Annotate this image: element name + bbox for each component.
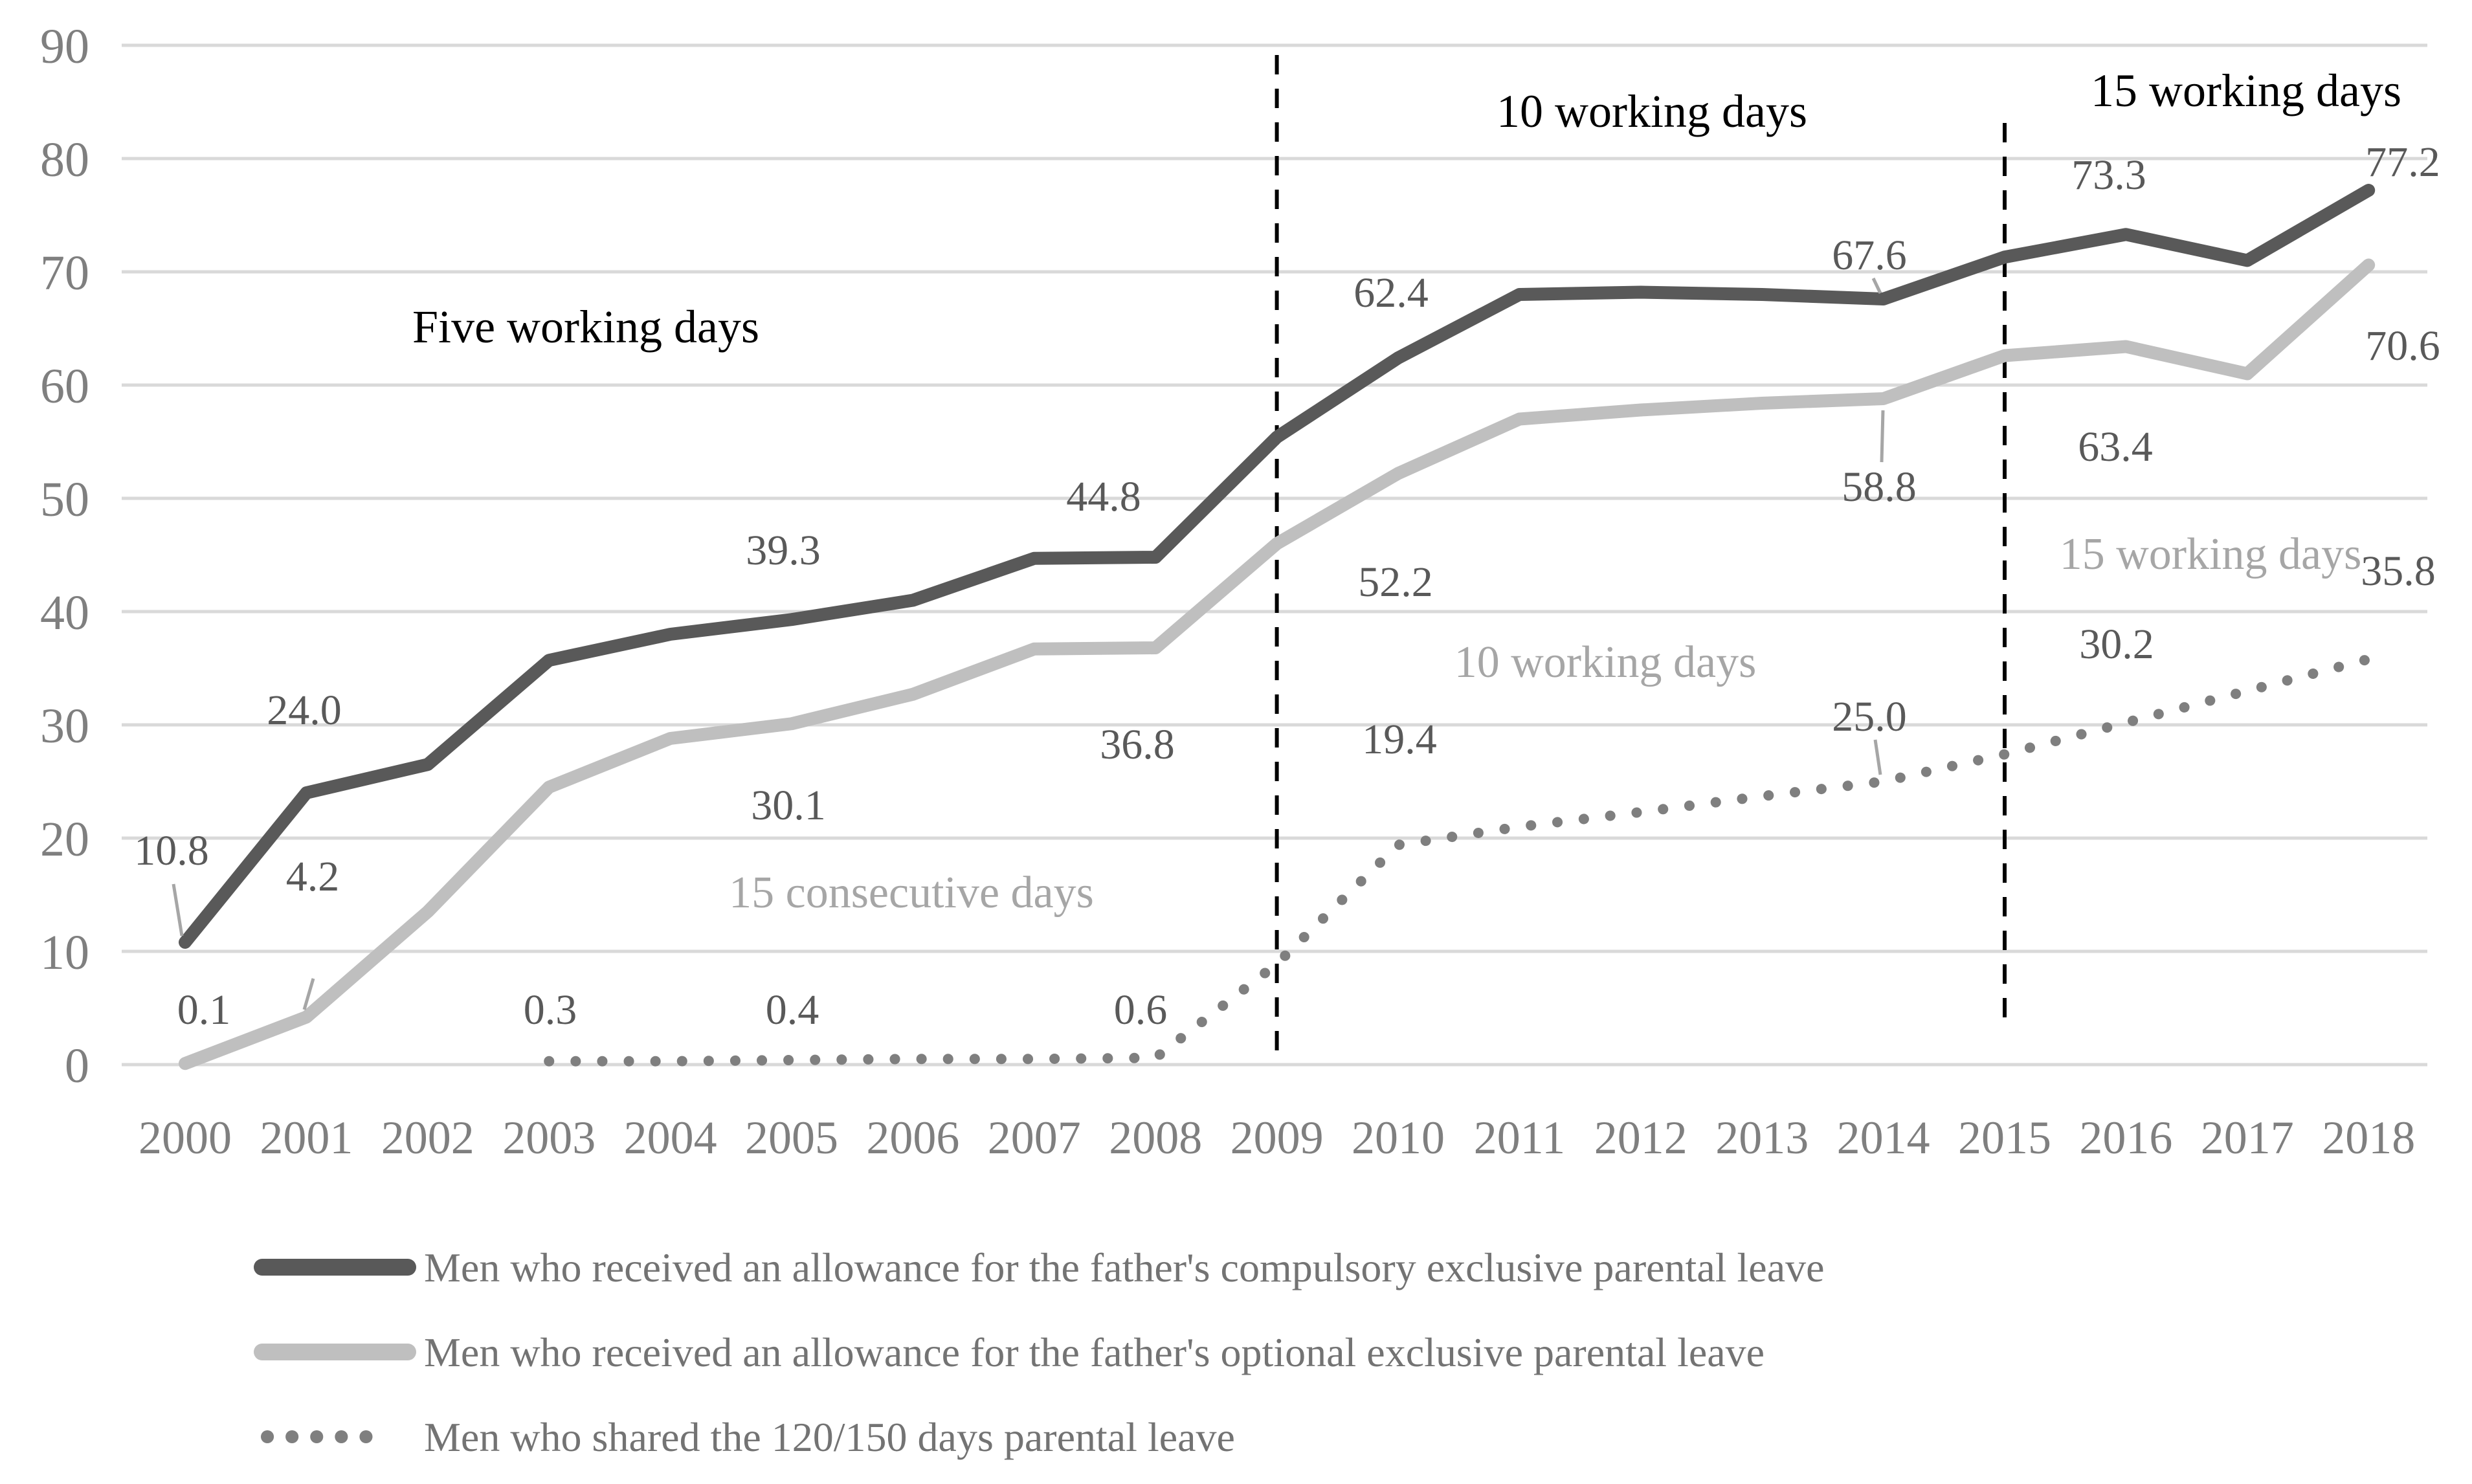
x-tick-label: 2006	[866, 1112, 959, 1164]
annotation-text: 15 working days	[2091, 65, 2401, 116]
x-tick-label: 2000	[139, 1112, 232, 1164]
value-label-24.0: 24.0	[267, 687, 342, 734]
y-tick-label: 0	[65, 1039, 89, 1093]
value-label-35.8: 35.8	[2361, 548, 2436, 595]
x-tick-label: 2014	[1837, 1112, 1930, 1164]
legend: Men who received an allowance for the fa…	[254, 1245, 1825, 1460]
value-label-36.8: 36.8	[1100, 721, 1175, 768]
x-tick-label: 2004	[624, 1112, 717, 1164]
value-label-25.0: 25.0	[1832, 693, 1907, 740]
annotation-text: 15 consecutive days	[729, 868, 1094, 918]
label-leader-lines	[172, 277, 1885, 1010]
legend-label-2: Men who shared the 120/150 days parental…	[424, 1414, 1235, 1460]
value-label-4.2: 4.2	[286, 853, 340, 900]
series-line-1	[179, 258, 2376, 1070]
leader-line-58.8	[1880, 410, 1885, 463]
value-label-67.6: 67.6	[1832, 232, 1907, 279]
value-label-19.4: 19.4	[1362, 716, 1437, 763]
value-label-10.8: 10.8	[134, 827, 209, 874]
annotation-text: 10 working days	[1454, 637, 1757, 687]
value-label-52.2: 52.2	[1358, 559, 1433, 606]
x-tick-label: 2008	[1109, 1112, 1202, 1164]
value-label-30.2: 30.2	[2079, 621, 2154, 668]
value-label-63.4: 63.4	[2078, 423, 2153, 471]
y-tick-label: 30	[40, 699, 89, 753]
policy-dashed-lines	[1275, 55, 2007, 1055]
leader-line-67.6	[1871, 277, 1882, 294]
x-tick-label: 2011	[1474, 1112, 1565, 1164]
y-tick-label: 40	[40, 586, 89, 640]
value-label-58.8: 58.8	[1842, 463, 1917, 511]
legend-label-0: Men who received an allowance for the fa…	[424, 1245, 1825, 1290]
leader-line-25.0	[1873, 739, 1882, 775]
leader-line-4.2	[302, 978, 315, 1010]
x-tick-label: 2018	[2322, 1112, 2415, 1164]
value-label-77.2: 77.2	[2365, 138, 2440, 186]
annotation-text: 15 working days	[2060, 529, 2362, 579]
x-tick-label: 2005	[745, 1112, 838, 1164]
x-tick-label: 2012	[1594, 1112, 1687, 1164]
x-tick-label: 2010	[1352, 1112, 1445, 1164]
x-axis-labels: 2000 2001 2002 2003 2004 2005 2006 2007 2008 2009…	[139, 1112, 2415, 1164]
y-tick-label: 50	[40, 472, 89, 527]
value-label-39.3: 39.3	[746, 527, 821, 574]
point-value-labels: 10.8 24.0 39.3 44.8 62.4 67.6 73.3 77.2 0.1 4.2 30…	[134, 138, 2440, 1034]
annotation-text: 10 working days	[1497, 85, 1807, 137]
x-tick-label: 2001	[260, 1112, 353, 1164]
x-tick-label: 2002	[381, 1112, 474, 1164]
y-tick-label: 60	[40, 359, 89, 414]
x-tick-label: 2013	[1715, 1112, 1809, 1164]
y-tick-label: 10	[40, 925, 89, 980]
value-label-0.1: 0.1	[177, 986, 231, 1034]
period-annotations: Five working days 10 working days 15 worki…	[412, 65, 2401, 918]
leader-line-10.8	[172, 883, 184, 936]
value-label-44.8: 44.8	[1066, 473, 1141, 520]
value-label-30.1: 30.1	[751, 782, 826, 829]
value-label-0.4: 0.4	[766, 986, 819, 1034]
y-axis-labels: 0 10 20 30 40 50 60 70 80 90	[40, 19, 89, 1093]
x-tick-label: 2016	[2079, 1112, 2172, 1164]
x-tick-label: 2003	[502, 1112, 596, 1164]
x-tick-label: 2017	[2201, 1112, 2294, 1164]
series-line-0	[179, 184, 2376, 949]
x-tick-label: 2009	[1230, 1112, 1324, 1164]
legend-label-1: Men who received an allowance for the fa…	[424, 1329, 1765, 1375]
y-tick-label: 90	[40, 19, 89, 74]
x-tick-label: 2007	[988, 1112, 1081, 1164]
y-tick-label: 70	[40, 246, 89, 300]
value-label-0.6: 0.6	[1114, 986, 1168, 1034]
annotation-text: Five working days	[412, 301, 759, 353]
value-label-0.3: 0.3	[524, 986, 577, 1034]
value-label-70.6: 70.6	[2365, 322, 2440, 370]
value-label-73.3: 73.3	[2071, 151, 2146, 199]
value-label-62.4: 62.4	[1353, 269, 1429, 316]
y-tick-label: 80	[40, 133, 89, 187]
y-tick-label: 20	[40, 812, 89, 867]
x-tick-label: 2015	[1958, 1112, 2051, 1164]
